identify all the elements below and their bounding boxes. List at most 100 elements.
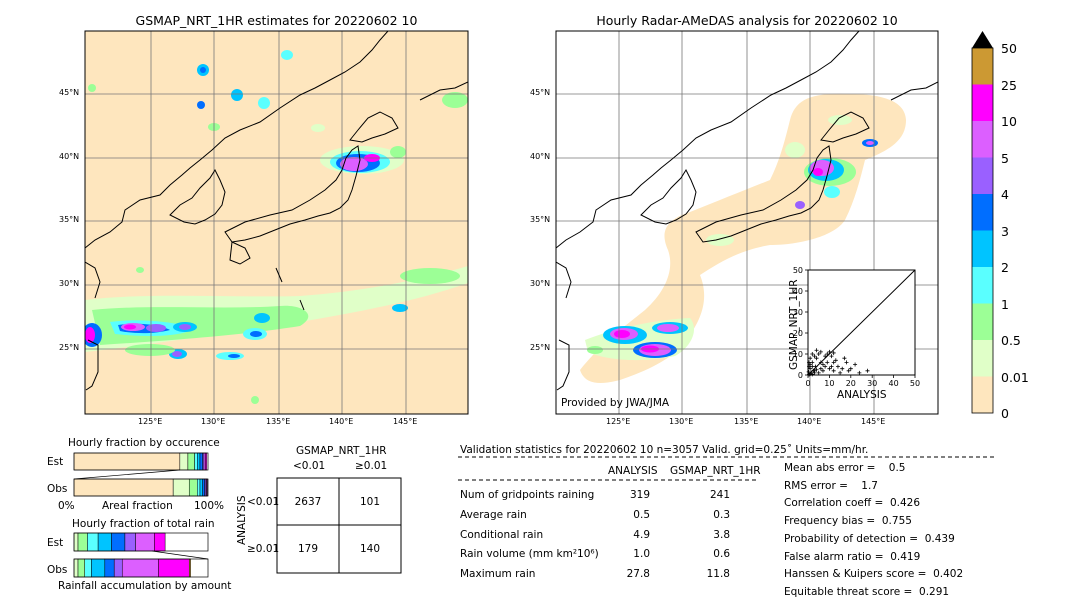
fraction-bar-segment [121, 558, 159, 578]
total-rain-row-obs: Obs [47, 564, 68, 576]
occurrence-row-obs: Obs [47, 483, 68, 495]
lat-label: 30°N [59, 279, 80, 288]
scatter-point [838, 370, 843, 375]
fraction-bar-segment [104, 558, 115, 578]
colorbar-segment [972, 230, 993, 267]
validation-score: RMS error = 1.7 [784, 479, 878, 492]
scatter-point [844, 360, 849, 365]
total-rain-row-est: Est [47, 537, 64, 549]
scatter-xlabel: ANALYSIS [837, 389, 887, 401]
total-rain-connector [151, 550, 209, 560]
colorbar-segment [972, 84, 993, 121]
lon-label: 140°E [797, 417, 822, 426]
fraction-bar-segment [199, 478, 203, 497]
lon-label: 125°E [138, 417, 163, 426]
colorbar-label: 0.01 [1001, 369, 1029, 385]
lon-label: 135°E [734, 417, 759, 426]
colorbar-extend-arrow [972, 31, 993, 48]
contingency-row-lt: <0.01 [247, 496, 280, 508]
colorbar-label: 5 [1001, 150, 1009, 166]
colorbar-label: 0.5 [1001, 333, 1021, 348]
scatter-ytick-label: 10 [793, 350, 803, 359]
left-map-title: GSMAP_NRT_1HR estimates for 20220602 10 [135, 13, 418, 28]
validation-score: Mean abs error = 0.5 [784, 462, 906, 474]
occurrence-axis-max: 100% [194, 500, 225, 512]
colorbar-label: 3 [1001, 223, 1009, 239]
scatter-point [816, 352, 821, 356]
fraction-bar-segment [73, 478, 174, 497]
scatter-point [816, 370, 821, 375]
fraction-bar-segment [124, 532, 136, 552]
total-rain-bars [73, 532, 209, 578]
scatter-ytick-label: 0 [798, 371, 803, 380]
fraction-bar-segment [135, 532, 155, 552]
lon-label: 145°E [861, 417, 886, 426]
scatter-ytick-label: 20 [793, 329, 803, 338]
validation-row-label: Average rain [460, 509, 527, 521]
scatter-points [806, 348, 870, 377]
colorbar [971, 31, 994, 414]
colorbar-segment [972, 157, 993, 194]
colorbar-segment [972, 121, 993, 158]
left-map-coastlines [85, 31, 468, 391]
validation-score: Frequency bias = 0.755 [784, 515, 912, 528]
scatter-ylabel: GSMAP_NRT_1HR [788, 279, 800, 370]
scatter-point [818, 349, 823, 354]
left-map-ocean [85, 31, 468, 414]
scatter-point [820, 368, 825, 373]
scatter-point [835, 364, 840, 369]
lat-label: 35°N [530, 215, 551, 224]
left-map-rain-field [85, 50, 468, 404]
validation-row-analysis: 27.8 [626, 568, 650, 580]
colorbar-label: 4 [1001, 187, 1009, 202]
scatter-point [823, 364, 828, 369]
validation-score: Hanssen & Kuipers score = 0.402 [784, 568, 964, 581]
colorbar-label: 50 [1001, 41, 1017, 56]
right-map-frame [555, 30, 939, 415]
left-map [84, 30, 469, 415]
scatter-point [814, 356, 819, 361]
right-map: 00 10 10 20 20 30 30 40 40 50 50 [555, 30, 939, 415]
occurrence-row-est: Est [47, 456, 64, 468]
scatter-point [831, 360, 836, 365]
fraction-bar-segment [194, 452, 198, 471]
contingency-col-ge: ≥0.01 [355, 460, 388, 472]
occurrence-axis-min: 0% [58, 500, 75, 512]
scatter-point [807, 360, 812, 365]
fraction-bar-segment [73, 558, 79, 578]
scatter-ticks: 00 10 10 20 20 30 30 40 40 50 50 [793, 266, 920, 388]
right-map-title: Hourly Radar-AMeDAS analysis for 2022060… [596, 13, 898, 28]
lat-label: 35°N [59, 215, 80, 224]
left-map-frame [84, 30, 469, 415]
contingency-cell-tp: 140 [359, 543, 381, 555]
lat-label: 30°N [530, 279, 551, 288]
scatter-ytick-label: 40 [793, 287, 803, 296]
scatter-point [808, 356, 813, 361]
validation-score: Probability of detection = 0.439 [784, 532, 955, 545]
scatter-point [808, 362, 813, 367]
lat-label: 25°N [59, 343, 80, 352]
validation-row-analysis: 4.9 [633, 529, 650, 541]
fraction-bar-segment [188, 558, 191, 578]
fraction-bar-segment [77, 558, 85, 578]
validation-row-label: Num of gridpoints raining [460, 489, 595, 501]
lon-label: 140°E [329, 417, 354, 426]
colorbar-segment [972, 376, 993, 413]
scatter-xtick-label: 40 [889, 379, 899, 388]
lat-label: 25°N [530, 343, 551, 352]
scatter-ytick-label: 50 [793, 266, 803, 275]
fraction-bar-segment [199, 452, 203, 471]
fraction-bar-segment [84, 558, 92, 578]
scatter-point [827, 349, 832, 354]
scatter-point [825, 352, 830, 356]
total-rain-caption: Rainfall accumulation by amount [58, 580, 232, 592]
scatter-point [810, 352, 815, 356]
lat-label: 40°N [59, 152, 80, 161]
scatter-point [808, 366, 813, 371]
colorbar-label: 2 [1001, 260, 1009, 275]
fraction-bar-frame [73, 558, 209, 578]
colorbar-label: 25 [1001, 77, 1017, 93]
lon-label: 130°E [201, 417, 226, 426]
